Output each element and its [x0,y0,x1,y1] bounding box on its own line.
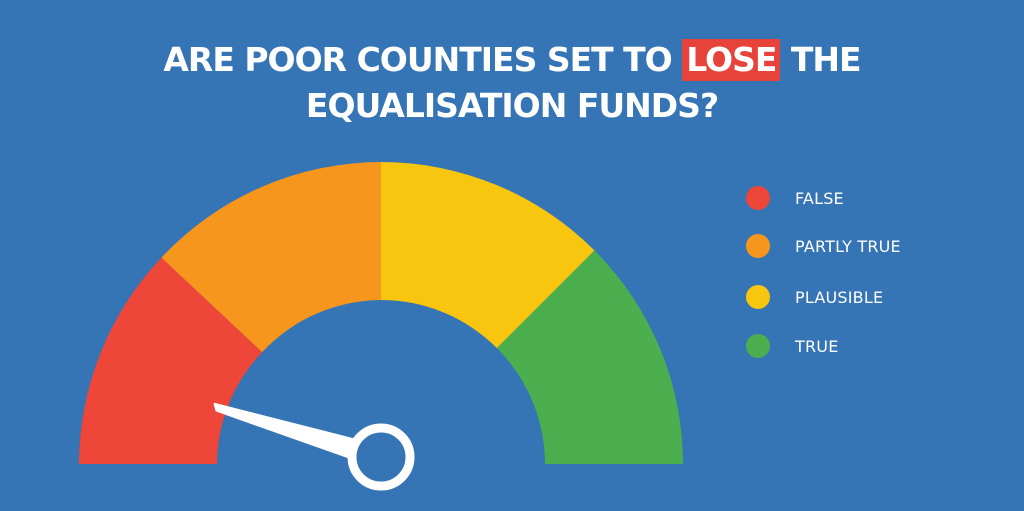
headline-text-before: ARE POOR COUNTIES SET TO [163,40,683,79]
gauge-segment-plausible [381,162,595,349]
legend-dot-partly-true [746,234,770,258]
needle-pointer [213,402,365,462]
legend-item-true: TRUE [746,333,839,359]
headline-highlight-lose: LOSE [682,39,781,81]
legend-label-partly-true: PARTLY TRUE [795,236,901,256]
gauge-segment-true [496,250,683,464]
legend-item-false: FALSE [746,185,844,211]
legend-label-plausible: PLAUSIBLE [795,287,884,307]
headline-line-2: EQUALISATION FUNDS? [305,86,719,125]
gauge-segment-partly-true [161,162,381,353]
gauge-needle [213,402,415,491]
legend-item-plausible: PLAUSIBLE [746,284,883,310]
headline-text-after: THE [780,40,862,79]
gauge-segment-false [79,257,263,464]
legend-dot-true [746,334,770,358]
legend-label-false: FALSE [795,188,844,208]
headline-line-1: ARE POOR COUNTIES SET TO LOSE THE [0,38,1024,82]
legend-dot-false [746,186,770,210]
legend-item-partly-true: PARTLY TRUE [746,233,901,259]
legend-label-true: TRUE [795,336,839,356]
legend-dot-plausible [746,285,770,309]
needle-hub [347,423,415,491]
